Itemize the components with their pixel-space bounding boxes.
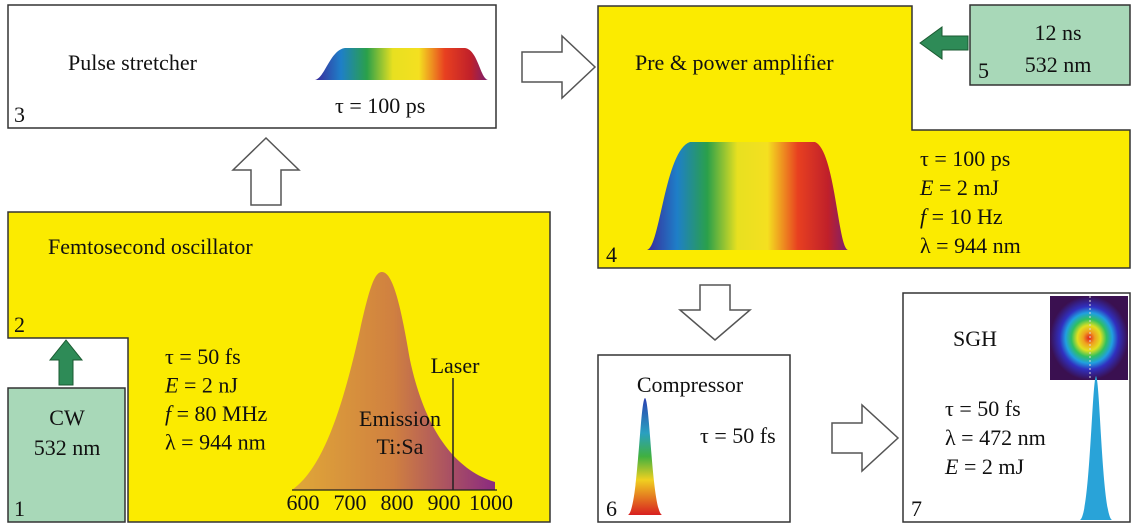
sgh-pulse xyxy=(1080,376,1112,520)
param-value: = 2 mJ xyxy=(958,454,1024,479)
param-line: λ = 944 nm xyxy=(165,430,266,455)
pump-line: 12 ns xyxy=(1034,20,1081,45)
param-value: = 50 fs xyxy=(954,396,1021,421)
oscillator-title: Femtosecond oscillator xyxy=(48,234,253,259)
param-line: τ = 100 ps xyxy=(920,146,1010,171)
param-line: λ = 472 nm xyxy=(945,425,1046,450)
param-line: τ = 50 fs xyxy=(165,344,241,369)
param-line: f = 10 Hz xyxy=(920,204,1003,229)
compressor-pulse xyxy=(628,398,662,515)
param-line: E = 2 mJ xyxy=(944,454,1024,479)
param-value: = 2 mJ xyxy=(933,175,999,200)
amplifier-pump-box xyxy=(969,4,1131,86)
plot-tick-label: 600 xyxy=(287,490,320,515)
block-number: 7 xyxy=(911,496,922,521)
param-value: = 10 Hz xyxy=(926,204,1003,229)
stretcher-spectrum xyxy=(315,48,488,80)
compressor-box xyxy=(597,354,791,523)
param-symbol: τ xyxy=(335,93,344,118)
sgh-title: SGH xyxy=(953,326,997,351)
param-symbol: τ xyxy=(920,146,929,171)
param-value: = 472 nm xyxy=(956,425,1046,450)
flow-arrow xyxy=(231,136,301,206)
flow-arrow xyxy=(831,403,900,473)
pump-arrow xyxy=(919,26,969,60)
block-number: 4 xyxy=(606,242,617,267)
param-symbol: τ xyxy=(700,423,709,448)
param-line: E = 2 nJ xyxy=(164,373,238,398)
param-symbol: f xyxy=(165,401,174,426)
param-symbol: f xyxy=(920,204,929,229)
param-symbol: E xyxy=(919,175,934,200)
plot-tick-label: 800 xyxy=(381,490,414,515)
stretcher-title: Pulse stretcher xyxy=(68,50,198,75)
sgh-params: τ = 50 fs λ = 472 nm E = 2 mJ xyxy=(944,396,1046,479)
pump-arrow xyxy=(48,339,84,386)
block-number: 6 xyxy=(606,496,617,521)
param-symbol: λ xyxy=(945,425,956,450)
plot-tick-label: 1000 xyxy=(469,490,513,515)
amplifier-title: Pre & power amplifier xyxy=(635,50,834,75)
param-value: = 944 nm xyxy=(176,430,266,455)
param-value: = 2 nJ xyxy=(178,373,238,398)
param-line: λ = 944 nm xyxy=(920,233,1021,258)
flow-arrow xyxy=(521,34,597,100)
plot-tick-label: 900 xyxy=(428,490,461,515)
beam-profile xyxy=(1050,296,1128,380)
plot-ticks: 600 700 800 900 1000 xyxy=(287,490,514,515)
plot-label: Laser xyxy=(431,353,481,378)
plot-tick-label: 700 xyxy=(334,490,367,515)
amplifier-spectrum xyxy=(647,142,848,250)
param-symbol: τ xyxy=(165,344,174,369)
block-number: 3 xyxy=(14,102,25,127)
param-line: τ = 50 fs xyxy=(945,396,1021,421)
param-line: f = 80 MHz xyxy=(165,401,267,426)
param-value: = 944 nm xyxy=(931,233,1021,258)
plot-label: Ti:Sa xyxy=(377,434,424,459)
block-number: 5 xyxy=(978,58,989,83)
compressor-params: τ = 50 fs xyxy=(700,423,776,448)
amplifier-params: τ = 100 psE = 2 mJf = 10 Hzλ = 944 nm xyxy=(919,146,1021,258)
param-value: = 50 fs xyxy=(174,344,241,369)
param-line: τ = 100 ps xyxy=(335,93,425,118)
param-value: = 100 ps xyxy=(929,146,1010,171)
param-line: τ = 50 fs xyxy=(700,423,776,448)
param-value: = 100 ps xyxy=(344,93,425,118)
param-symbol: λ xyxy=(920,233,931,258)
plot-label: Emission xyxy=(359,406,441,431)
pump-line: 532 nm xyxy=(1025,52,1092,77)
pump-line: 532 nm xyxy=(34,435,101,460)
param-symbol: λ xyxy=(165,430,176,455)
block-number: 1 xyxy=(14,496,25,521)
block-number: 2 xyxy=(14,312,25,337)
param-symbol: E xyxy=(164,373,179,398)
param-value: = 50 fs xyxy=(709,423,776,448)
param-line: E = 2 mJ xyxy=(919,175,999,200)
emission-curve xyxy=(292,272,495,490)
compressor-title: Compressor xyxy=(637,372,744,397)
flow-arrow xyxy=(677,284,753,341)
pump-line: CW xyxy=(49,405,85,430)
param-symbol: τ xyxy=(945,396,954,421)
param-symbol: E xyxy=(944,454,959,479)
param-value: = 80 MHz xyxy=(171,401,267,426)
stretcher-params: τ = 100 ps xyxy=(335,93,425,118)
oscillator-pump-box xyxy=(7,387,126,523)
